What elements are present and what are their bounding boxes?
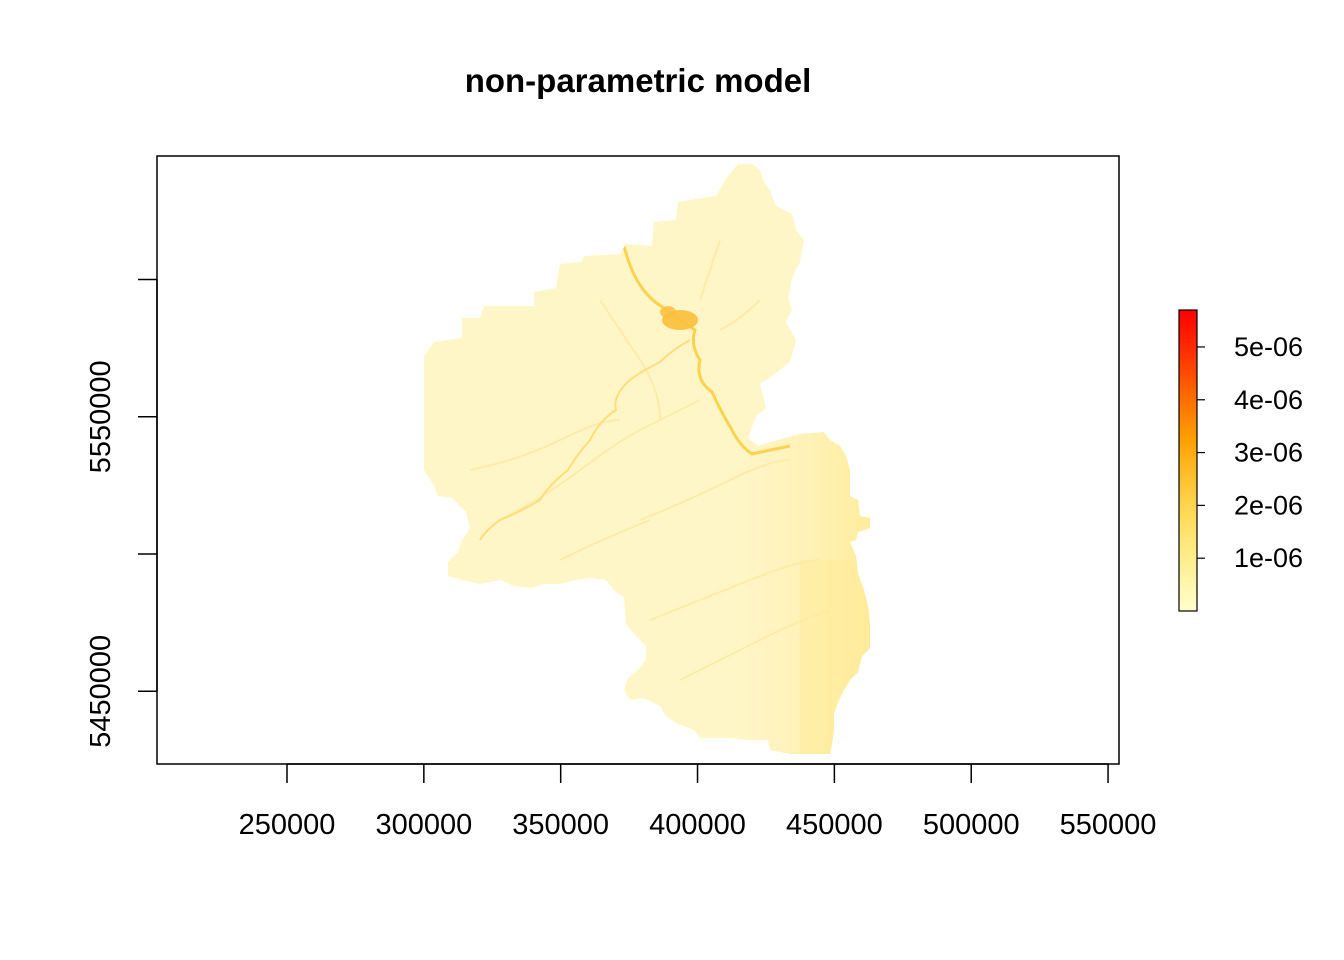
tributary — [469, 419, 621, 471]
chart-title: non-parametric model — [465, 62, 812, 99]
x-axis: 250000 300000 350000 400000 450000 500000 5500… — [239, 763, 1157, 841]
legend-tick-label: 5e-06 — [1234, 332, 1303, 362]
legend-tick-label: 1e-06 — [1234, 543, 1303, 573]
tributary — [499, 399, 701, 521]
colorbar — [1178, 309, 1198, 612]
tributary — [679, 609, 831, 681]
hotspot — [660, 306, 676, 318]
x-tick-label: 300000 — [375, 809, 472, 841]
east-gradient-zone — [800, 560, 870, 754]
x-tick-label: 550000 — [1060, 809, 1157, 841]
y-tick-label: 5450000 — [85, 635, 117, 748]
legend-tick-label: 3e-06 — [1234, 438, 1303, 468]
x-tick-label: 350000 — [512, 809, 609, 841]
y-tick-label: 5550000 — [85, 360, 117, 473]
legend-tick-label: 2e-06 — [1234, 490, 1303, 520]
river — [479, 339, 691, 541]
y-axis: 5450000 5550000 — [85, 278, 158, 748]
x-tick-label: 500000 — [923, 809, 1020, 841]
raster-region — [424, 164, 870, 754]
x-tick-label: 250000 — [239, 809, 336, 841]
tributary — [649, 559, 821, 621]
x-tick-label: 400000 — [649, 809, 746, 841]
legend-tick-label: 4e-06 — [1234, 385, 1303, 415]
tributary — [639, 459, 791, 521]
river — [622, 245, 791, 456]
tributary — [559, 519, 651, 561]
tributary — [719, 299, 761, 331]
tributary — [599, 299, 661, 421]
colorbar-legend: 1e-06 2e-06 3e-06 4e-06 5e-06 — [1178, 309, 1303, 612]
x-tick-label: 450000 — [786, 809, 883, 841]
tributary — [699, 239, 721, 301]
